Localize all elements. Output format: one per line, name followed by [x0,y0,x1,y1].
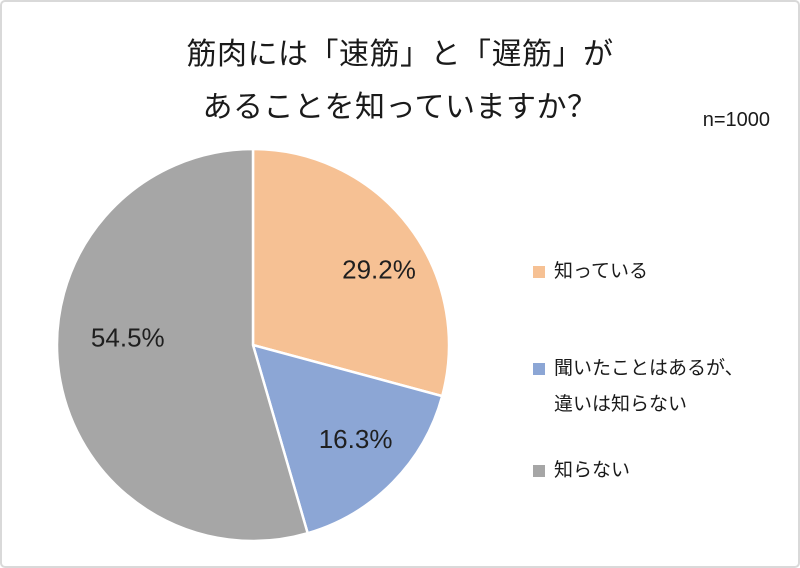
sample-size-label: n=1000 [702,109,770,131]
legend-marker-square [533,465,545,477]
pie-chart-svg: 29.2% 16.3% 54.5% [55,147,451,543]
pie-slice-label: 29.2% [342,254,416,284]
legend-item-does-not-know: 知らない [533,453,630,489]
pie-slice [55,147,309,543]
legend-item-knows: 知っている [533,254,648,290]
chart-title: 筋肉には「速筋」と「遅筋」が あることを知っていますか？ [2,28,798,134]
pie-slice-label: 54.5% [91,322,165,352]
chart-title-line1: 筋肉には「速筋」と「遅筋」が [186,38,614,71]
legend-label: 違いは知らない [554,394,688,415]
pie-slice-label: 16.3% [319,424,393,454]
legend-marker-square [533,363,545,375]
legend-label: 知っている [554,261,649,282]
chart-title-line2: あることを知っていますか？ [202,91,598,124]
pie-slice [251,343,444,535]
legend-marker-square [533,266,545,278]
legend-item-heard-but-unknown: 聞いたことはあるが、 違いは知らない [533,351,744,423]
pie-slice [251,147,451,398]
legend-label: 聞いたことはあるが、 [554,358,744,379]
legend-label: 知らない [554,460,631,481]
